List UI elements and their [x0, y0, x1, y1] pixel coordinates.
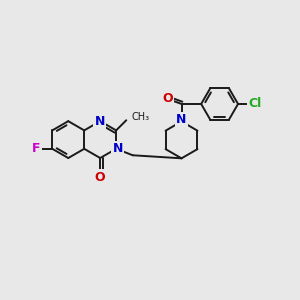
- Text: O: O: [95, 171, 106, 184]
- Text: N: N: [112, 142, 123, 155]
- Text: N: N: [94, 115, 105, 128]
- Text: Cl: Cl: [248, 98, 261, 110]
- Text: N: N: [176, 113, 187, 127]
- Text: F: F: [32, 142, 41, 155]
- Text: O: O: [162, 92, 173, 105]
- Text: CH₃: CH₃: [132, 112, 150, 122]
